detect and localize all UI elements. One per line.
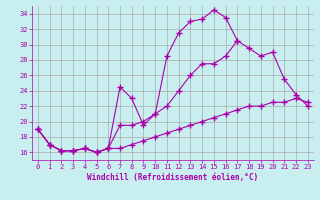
X-axis label: Windchill (Refroidissement éolien,°C): Windchill (Refroidissement éolien,°C) (87, 173, 258, 182)
